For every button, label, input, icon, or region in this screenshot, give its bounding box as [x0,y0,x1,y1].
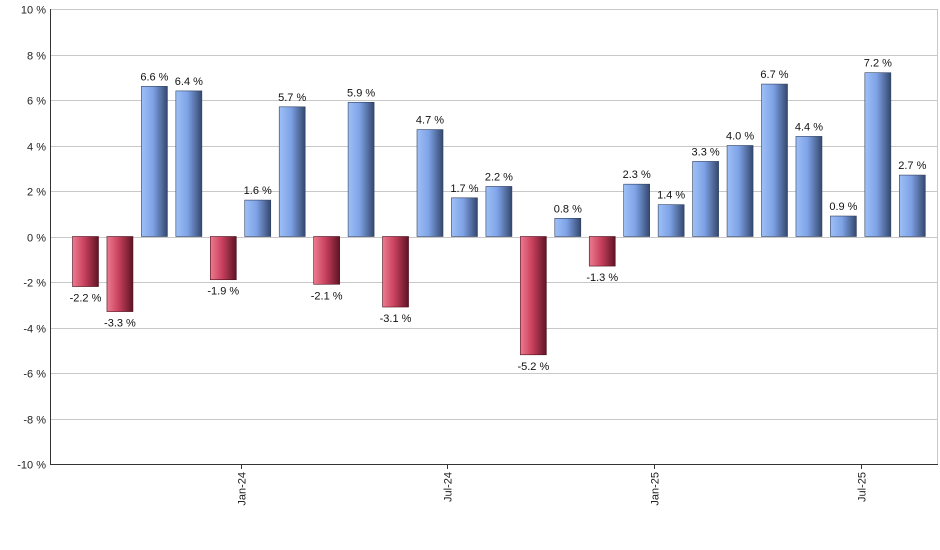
bar [278,106,306,237]
bar [175,90,203,237]
bar-value-label: 1.7 % [450,183,478,195]
bar-value-label: 6.6 % [140,71,168,83]
bar-value-label: -1.9 % [207,286,239,298]
bar-value-label: 1.4 % [657,190,685,202]
bar [347,101,375,237]
x-axis: Jan-24 Jul-24 Jan-25 Jul-25 [50,464,938,506]
bar [623,183,651,237]
bar-value-label: 2.7 % [898,160,926,172]
bar-value-label: -2.1 % [311,290,343,302]
bar-value-label: 6.4 % [175,76,203,88]
bars [72,72,926,356]
bar-value-label: 0.8 % [554,203,582,215]
bar [657,204,685,237]
bar-value-label: 4.0 % [726,131,754,143]
x-tick-label: Jul-24 [443,472,455,502]
x-tick-label: Jan-24 [237,472,249,506]
bar [210,236,237,281]
bar-value-label: 1.6 % [244,185,272,197]
bar-value-label: 4.4 % [795,121,823,133]
y-tick-label: 2 % [27,187,46,199]
y-tick-label: -2 % [23,278,46,290]
y-tick-label: -6 % [23,369,46,381]
bar [761,83,788,237]
y-tick-label: 10 % [21,5,46,17]
bar-value-label: 7.2 % [864,58,892,70]
bar-value-label: 2.3 % [623,169,651,181]
bar [485,186,513,237]
bar [451,197,478,237]
bar [554,218,582,237]
bar-value-label: 4.7 % [416,115,444,127]
bar [72,236,99,287]
y-tick-label: -4 % [23,324,46,336]
bar [588,236,616,267]
bar-value-label: -2.2 % [70,293,102,305]
bar-value-label: 2.2 % [485,171,513,183]
bar [726,145,754,237]
bar-value-label: -5.2 % [517,361,549,373]
bar-value-label: 5.9 % [347,87,375,99]
y-tick-label: 4 % [27,142,46,154]
grid-lines [50,9,938,465]
bar-value-label: -3.1 % [380,313,412,325]
bar [520,236,547,356]
bar [313,236,340,285]
x-tick-label: Jul-25 [857,472,869,502]
bar [830,215,857,237]
bar [795,136,823,237]
bar [416,129,444,237]
x-tick-label: Jan-25 [650,472,662,506]
bar-value-label: -1.3 % [586,272,618,284]
y-tick-label: -8 % [23,415,46,427]
y-tick-label: 0 % [27,233,46,245]
value-labels: -2.2 % -3.3 % 6.6 % 6.4 % -1.9 % 1.6 % 5.7 % -2… [70,58,927,373]
bar-value-label: 5.7 % [278,92,306,104]
bar [898,174,926,237]
bar-value-label: 3.3 % [692,146,720,158]
bar [244,199,272,237]
y-axis: -10 % -8 % -6 % -4 % -2 % 0 % 2 % 4 % 6 % 8 % 10 % [17,5,51,472]
bar-value-label: 0.9 % [829,201,857,213]
y-tick-label: -10 % [17,460,46,472]
bar [141,86,168,237]
bar [106,236,134,312]
bar-value-label: -3.3 % [104,318,136,330]
bar [382,236,409,308]
y-tick-label: 8 % [27,51,46,63]
y-tick-label: 6 % [27,96,46,108]
bar-value-label: 6.7 % [760,69,788,81]
bar [692,161,719,237]
bar [864,72,892,237]
